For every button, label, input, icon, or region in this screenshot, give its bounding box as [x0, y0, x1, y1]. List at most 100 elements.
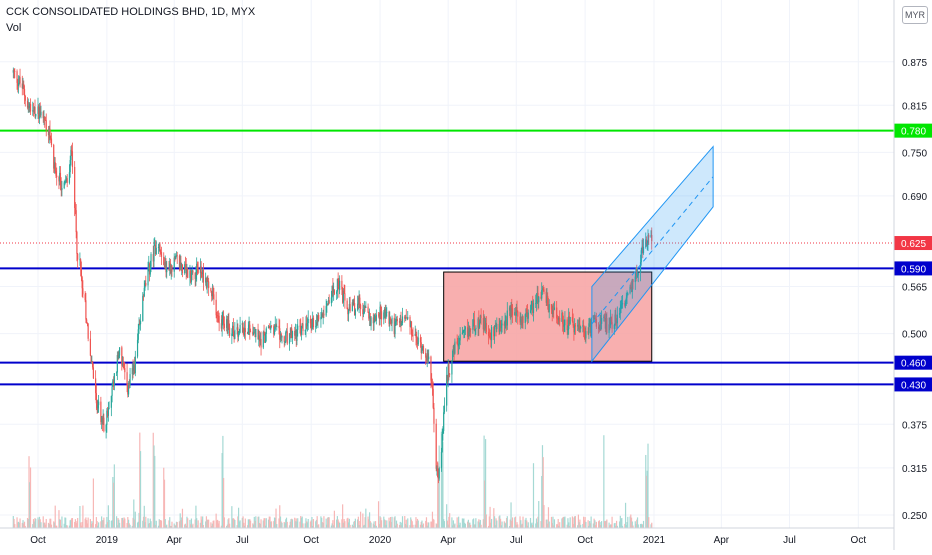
volume-bar: [592, 523, 594, 528]
volume-bar: [184, 524, 186, 528]
candle-body: [410, 321, 412, 327]
volume-bar: [645, 475, 648, 528]
chart-title: CCK CONSOLIDATED HOLDINGS BHD, 1D, MYX: [6, 6, 256, 18]
candle-body: [330, 297, 333, 304]
candle-body: [505, 319, 508, 326]
candle-body: [452, 350, 454, 361]
volume-bar: [299, 521, 301, 528]
candle-body: [32, 110, 34, 112]
volume-bar: [510, 502, 512, 528]
candle-body: [294, 330, 296, 336]
x-tick-label: Oct: [30, 535, 46, 546]
candle-body: [604, 318, 606, 329]
candle-body: [411, 334, 413, 336]
volume-bar: [383, 516, 385, 528]
volume-bar: [473, 518, 475, 528]
candle-body: [17, 82, 19, 87]
candle-body: [380, 306, 382, 312]
volume-bar: [595, 525, 597, 528]
candle-body: [208, 281, 210, 289]
volume-bar: [304, 523, 306, 528]
candle-body: [561, 312, 563, 322]
volume-bar: [619, 515, 621, 528]
volume-bar: [377, 501, 380, 528]
candle-body: [521, 316, 523, 326]
candle-body: [254, 332, 256, 338]
candle-body: [98, 401, 100, 406]
candle-body: [463, 329, 465, 332]
volume-bar: [97, 525, 99, 528]
volume-bar: [27, 519, 29, 528]
candle-body: [181, 264, 183, 270]
volume-bar: [333, 510, 335, 528]
volume-bar: [236, 525, 238, 528]
candle-body: [326, 303, 328, 307]
candle-body: [430, 356, 432, 381]
candle-body: [133, 365, 136, 374]
candle-body: [342, 291, 344, 303]
candle-body: [229, 327, 231, 336]
candle-body: [338, 280, 340, 291]
level-price-tag: [894, 123, 932, 138]
candle-body: [75, 210, 77, 233]
candle-body: [226, 319, 228, 334]
volume-bar: [18, 522, 20, 528]
volume-bar: [101, 520, 103, 528]
candle-body: [339, 280, 341, 291]
volume-bar: [76, 521, 78, 528]
candle-body: [332, 285, 334, 293]
level-price-label: 0.780: [901, 127, 926, 138]
candle-body: [69, 159, 71, 173]
volume-bar: [535, 523, 537, 528]
candle-body: [253, 332, 255, 334]
candle-body: [212, 291, 214, 295]
candle-body: [535, 299, 538, 303]
volume-bar: [442, 441, 444, 528]
volume-bar: [118, 519, 120, 528]
candle-body: [383, 312, 385, 320]
volume-bar: [237, 507, 240, 528]
volume-bar: [625, 525, 627, 528]
candle-body: [499, 321, 501, 332]
candle-body: [189, 270, 191, 278]
volume-bar: [98, 522, 100, 528]
candle-body: [525, 309, 527, 315]
candle-body: [583, 331, 585, 334]
volume-bar: [169, 525, 172, 528]
candle-body: [374, 316, 376, 321]
volume-bar: [410, 517, 412, 528]
volume-bar: [227, 519, 229, 528]
candle-body: [170, 265, 172, 274]
candle-body: [624, 303, 626, 306]
candle-body: [358, 297, 360, 305]
volume-bar: [116, 525, 118, 528]
volume-bar: [529, 517, 532, 528]
volume-bar: [80, 525, 83, 528]
volume-bar: [175, 525, 177, 528]
volume-bar: [461, 518, 463, 528]
candle-body: [213, 294, 215, 300]
volume-bar: [318, 524, 320, 528]
volume-bar: [357, 519, 359, 528]
volume-bar: [38, 519, 40, 528]
volume-bar: [479, 519, 481, 528]
candle-body: [567, 329, 569, 331]
volume-bar: [467, 519, 469, 528]
volume-bar: [568, 522, 570, 528]
candle-body: [568, 316, 571, 324]
volume-bar: [550, 516, 553, 528]
candle-body: [22, 84, 24, 89]
candle-body: [286, 331, 288, 344]
candle-body: [427, 353, 429, 360]
candle-body: [354, 309, 356, 316]
volume-bar: [213, 520, 215, 528]
candle-body: [149, 266, 151, 275]
candle-body: [315, 322, 318, 327]
currency-button[interactable]: MYR: [902, 6, 928, 24]
volume-bar: [472, 519, 474, 528]
volume-bar: [636, 519, 638, 528]
volume-bar: [248, 519, 250, 528]
candle-body: [526, 309, 528, 313]
volume-bar: [337, 519, 339, 528]
